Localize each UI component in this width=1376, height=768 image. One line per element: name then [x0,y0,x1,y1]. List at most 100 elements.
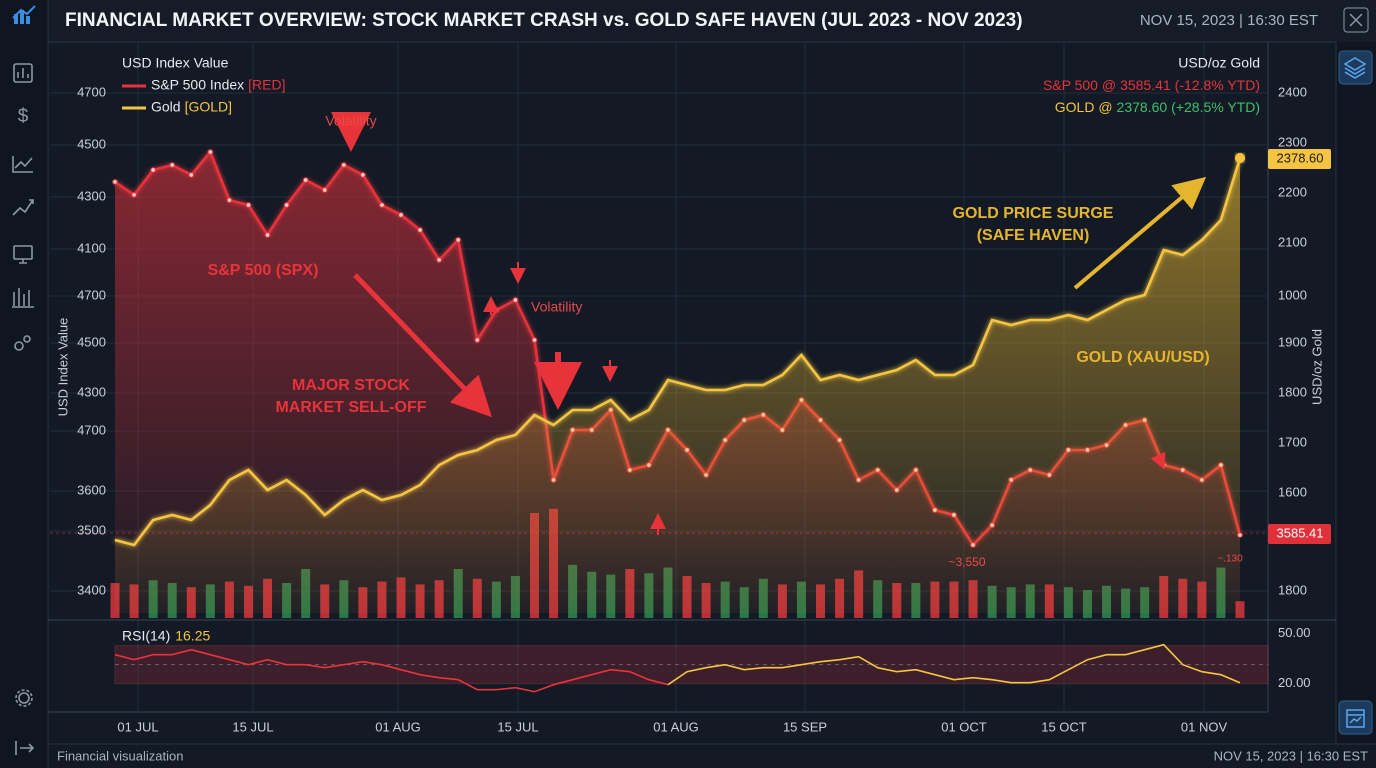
data-point [169,162,176,168]
annotation: GOLD PRICE SURGE [953,205,1114,222]
data-point [360,172,366,178]
close-icon [1349,13,1363,27]
y-tick-label: 4500 [77,136,106,151]
y-tick-label: 4300 [77,188,106,203]
header-bar [0,0,1376,42]
rsi-value: 16.25 [175,628,210,644]
data-point [379,202,385,208]
summary-part: (-12.8% YTD) [1175,77,1260,93]
series-area [115,158,1240,613]
nav-bars[interactable] [12,288,34,308]
y-tick-label: 4700 [77,84,106,99]
legend-label: Gold [151,99,181,115]
data-point [283,202,290,208]
nav-line-chart[interactable] [12,156,33,173]
right-sidebar [1336,42,1376,744]
data-point [264,232,271,238]
y2-tick-label: 1900 [1278,334,1307,349]
layers-button[interactable] [1338,50,1373,85]
right-heading: USD/oz Gold [1178,55,1260,71]
annotation: GOLD (XAU/USD) [1076,349,1209,366]
data-point [455,237,462,243]
annotation: ~3,550 [948,555,985,569]
series-line [114,157,1242,547]
x-tick-label: 01 AUG [653,719,699,734]
x-tick-label: 01 JUL [117,719,158,734]
annotation: (SAFE HAVEN) [977,227,1090,244]
data-point [417,227,423,233]
x-tick-label: 01 OCT [941,719,987,734]
nav-logout[interactable] [15,741,35,755]
y-tick-label: 4500 [77,334,106,349]
legend-tag: [GOLD] [185,99,232,115]
surge-arrow [1073,176,1207,290]
annotation: MARKET SELL-OFF [275,399,426,416]
x-tick-label: 01 AUG [375,719,421,734]
y-tick-label: 3400 [77,582,106,597]
summary-part: 2378.60 [1117,99,1168,115]
data-point [188,172,195,178]
footer-right: NOV 15, 2023 | 16:30 EST [1214,748,1368,763]
x-tick-label: 15 JUL [497,719,538,734]
rsi-tick-label: 50.00 [1278,625,1311,640]
price-badge [1268,149,1331,169]
annotation: ~.130 [1217,554,1243,565]
sell-off-arrow [353,273,492,418]
y-tick-label: 3500 [77,522,106,537]
y2-tick-label: 1800 [1278,582,1307,597]
nav-dollar[interactable]: $ [18,106,29,127]
layers-icon [1343,57,1367,79]
data-point [512,297,519,303]
y2-axis-title: USD/oz Gold [1309,329,1324,405]
nav-settings[interactable] [15,689,33,707]
annotation-arrows [331,112,1207,535]
y2-tick-label: 1000 [1278,287,1307,302]
data-point [493,307,500,313]
y-tick-label: 3600 [77,482,106,497]
y-tick-label: 4700 [77,287,106,302]
data-point [321,187,328,193]
rsi-line [114,648,669,693]
annotation: S&P 500 (SPX) [208,262,319,279]
y-axis-title: USD Index Value [55,318,70,417]
price-badge-text: 2378.60 [1277,150,1324,165]
y2-tick-label: 2100 [1278,234,1307,249]
summary-line: S&P 500 @3585.41 (-12.8% YTD) [1043,77,1260,93]
annotation: Volatility [325,113,376,129]
x-tick-label: 15 SEP [783,719,827,734]
annotation: MAJOR STOCK [292,377,410,394]
y2-tick-label: 2300 [1278,134,1307,149]
x-tick-label: 01 NOV [1181,719,1228,734]
legend-label: S&P 500 Index [151,77,244,93]
nav-settings-pair[interactable] [14,335,31,351]
end-point [1235,153,1245,163]
logo-icon[interactable] [12,5,36,24]
annotation: Volatility [531,299,582,315]
nav-trend[interactable] [12,199,34,216]
data-point [226,197,233,203]
legend-tag: [RED] [248,77,285,93]
summary-line: GOLD @2378.60 (+28.5% YTD) [1055,99,1260,115]
price-badge [1268,524,1331,544]
nav-dashboard[interactable] [13,63,33,83]
page-title: FINANCIAL MARKET OVERVIEW: STOCK MARKET … [65,10,1023,31]
summary-part: GOLD @ [1055,99,1113,115]
price-badge-text: 3585.41 [1277,525,1324,540]
data-point [207,149,214,155]
nav-monitor[interactable] [13,245,33,264]
x-tick-label: 15 OCT [1041,719,1087,734]
data-point [436,257,442,263]
calendar-button[interactable] [1338,700,1373,735]
data-point [150,167,156,173]
data-point [531,337,538,343]
window-button[interactable] [1343,7,1369,33]
labels: 01 JUL 15 JUL 01 AUG 15 JUL 01 AUG 15 SEP 01 O… [55,55,1331,734]
data-point [341,162,347,168]
small-arrow [1150,451,1166,470]
data-point [245,202,252,208]
rsi-line [667,643,1241,686]
plot-area [50,149,1269,693]
y2-tick-label: 2200 [1278,184,1307,199]
